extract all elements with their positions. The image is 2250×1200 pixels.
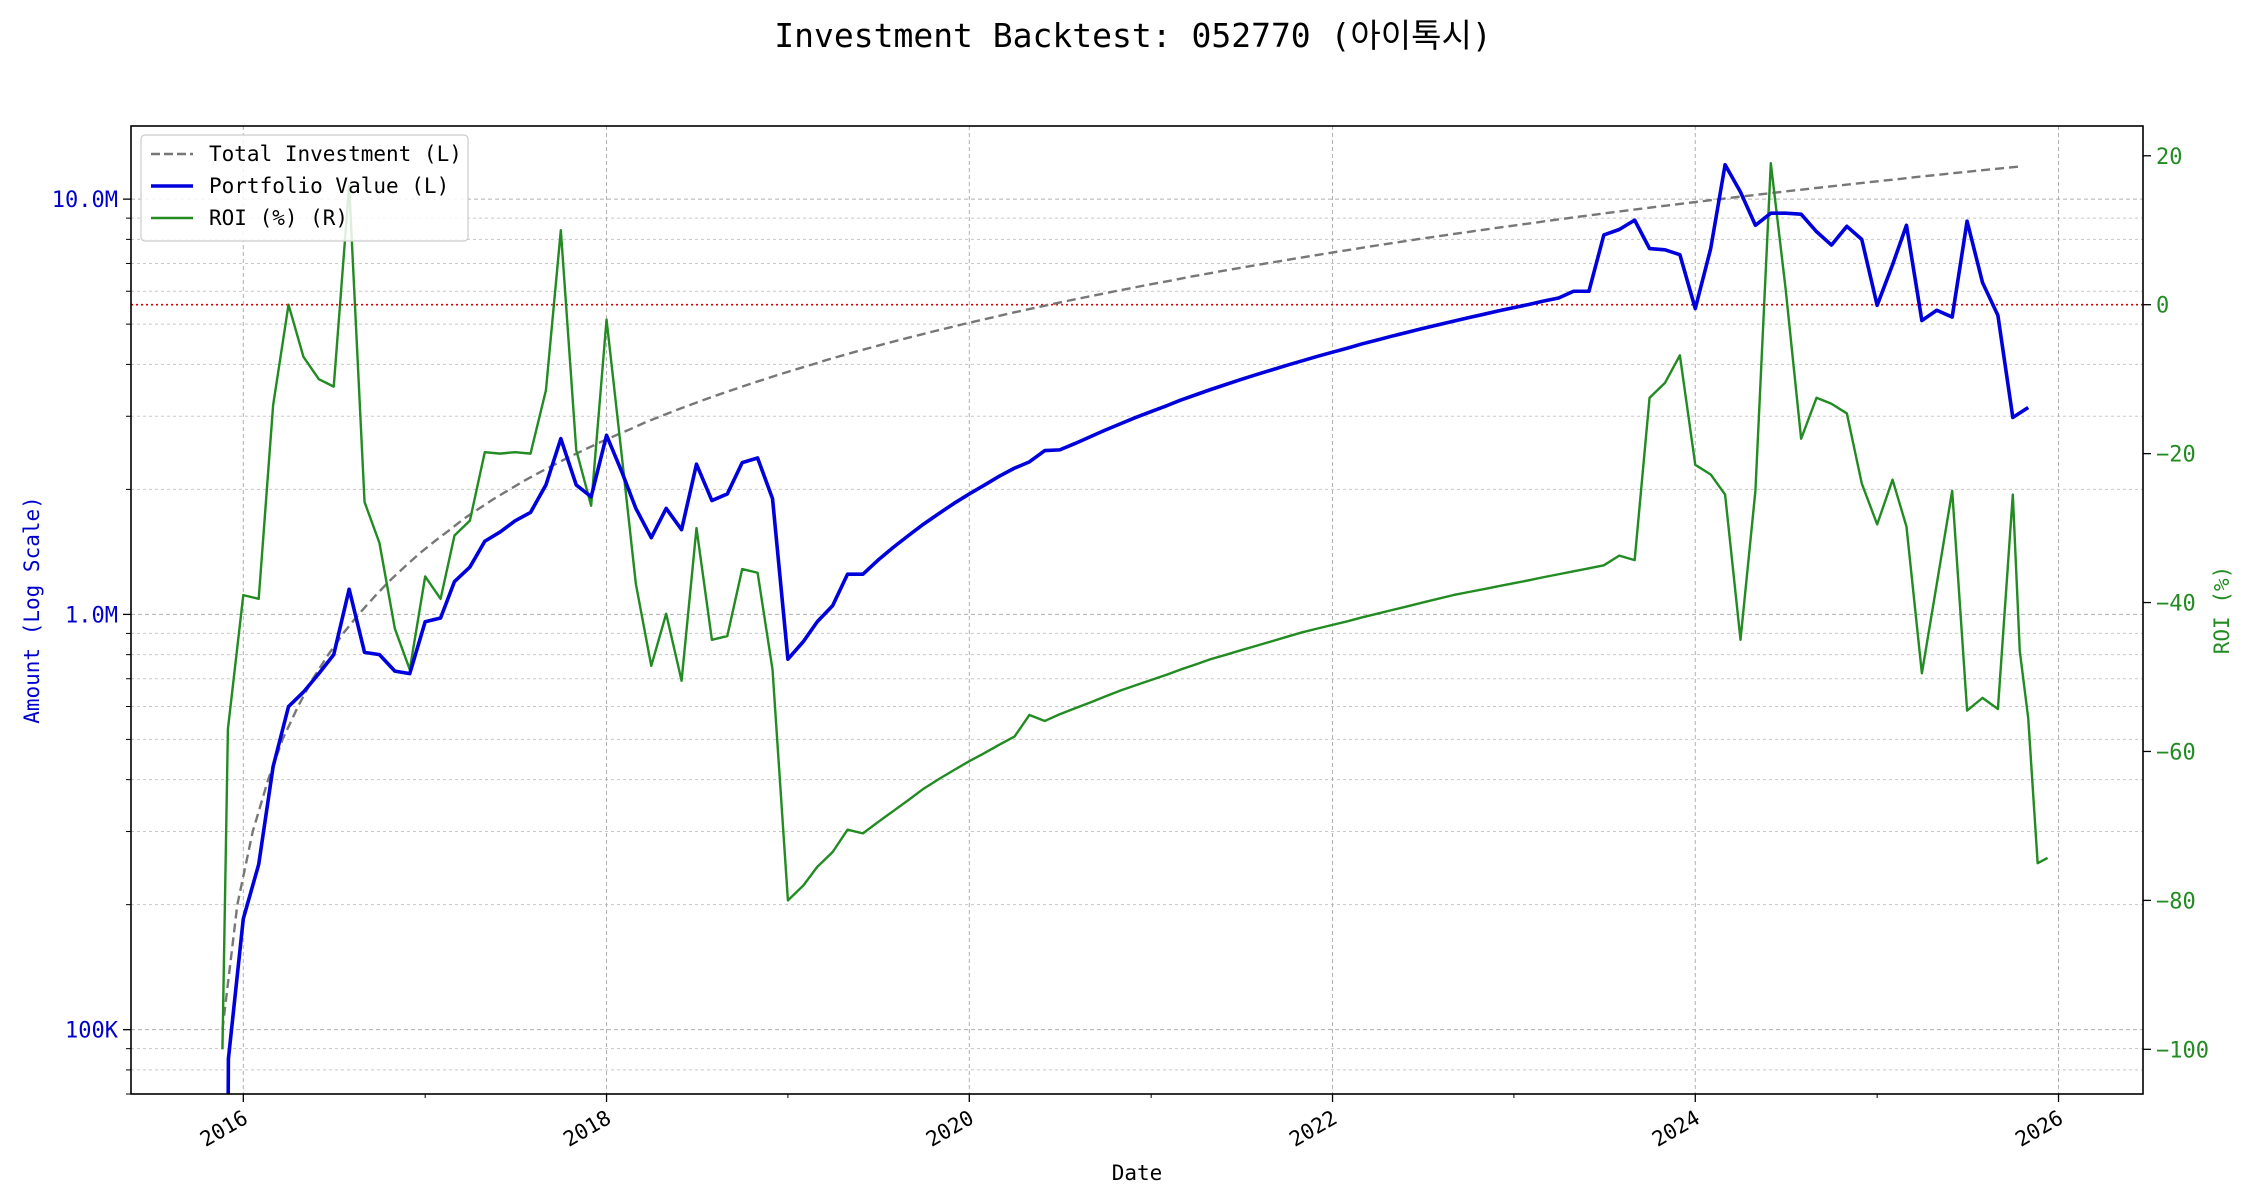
x-axis-label: Date bbox=[1112, 1161, 1163, 1185]
plot-frame bbox=[130, 125, 2144, 1095]
y-right-tick-label: −40 bbox=[2156, 592, 2196, 617]
legend: Total Investment (L) Portfolio Value (L)… bbox=[140, 134, 469, 242]
y-axis-right-label: ROI (%) bbox=[2210, 566, 2234, 655]
x-tick-label: 2024 bbox=[1648, 1106, 1704, 1152]
y-axis-left-label: Amount (Log Scale) bbox=[20, 496, 44, 724]
x-tick-label: 2016 bbox=[196, 1106, 252, 1152]
tick-layer: 100K 1.0M 10.0M 20 0 −20 −40 −60 −80 −100 2016 2018… bbox=[52, 145, 2209, 1152]
y-left-tick-label: 1.0M bbox=[65, 603, 118, 628]
series-roi-line bbox=[221, 162, 2049, 1050]
x-tick-label: 2022 bbox=[1285, 1106, 1341, 1152]
y-left-tick-label: 100K bbox=[65, 1019, 119, 1044]
chart-title: Investment Backtest: 052770 (아이톡시) bbox=[774, 16, 1491, 55]
y-right-tick-label: −100 bbox=[2156, 1038, 2209, 1063]
y-right-tick-label: −60 bbox=[2156, 740, 2196, 765]
series-total-investment-line bbox=[221, 165, 2023, 1030]
series-layer bbox=[221, 162, 2049, 1094]
legend-label-total-investment: Total Investment (L) bbox=[209, 142, 462, 166]
legend-box bbox=[140, 134, 469, 242]
legend-label-portfolio-value: Portfolio Value (L) bbox=[209, 174, 449, 198]
y-right-tick-label: 0 bbox=[2156, 294, 2169, 319]
series-portfolio-value-line bbox=[226, 162, 2030, 1094]
x-tick-label: 2026 bbox=[2011, 1106, 2067, 1152]
y-right-tick-label: 20 bbox=[2156, 145, 2183, 170]
x-tick-label: 2020 bbox=[922, 1106, 978, 1152]
y-right-tick-label: −20 bbox=[2156, 443, 2196, 468]
legend-label-roi: ROI (%) (R) bbox=[209, 206, 348, 230]
y-right-tick-label: −80 bbox=[2156, 889, 2196, 914]
grid bbox=[131, 126, 2143, 1095]
x-tick-label: 2018 bbox=[559, 1106, 615, 1152]
y-left-tick-label: 10.0M bbox=[52, 188, 118, 213]
